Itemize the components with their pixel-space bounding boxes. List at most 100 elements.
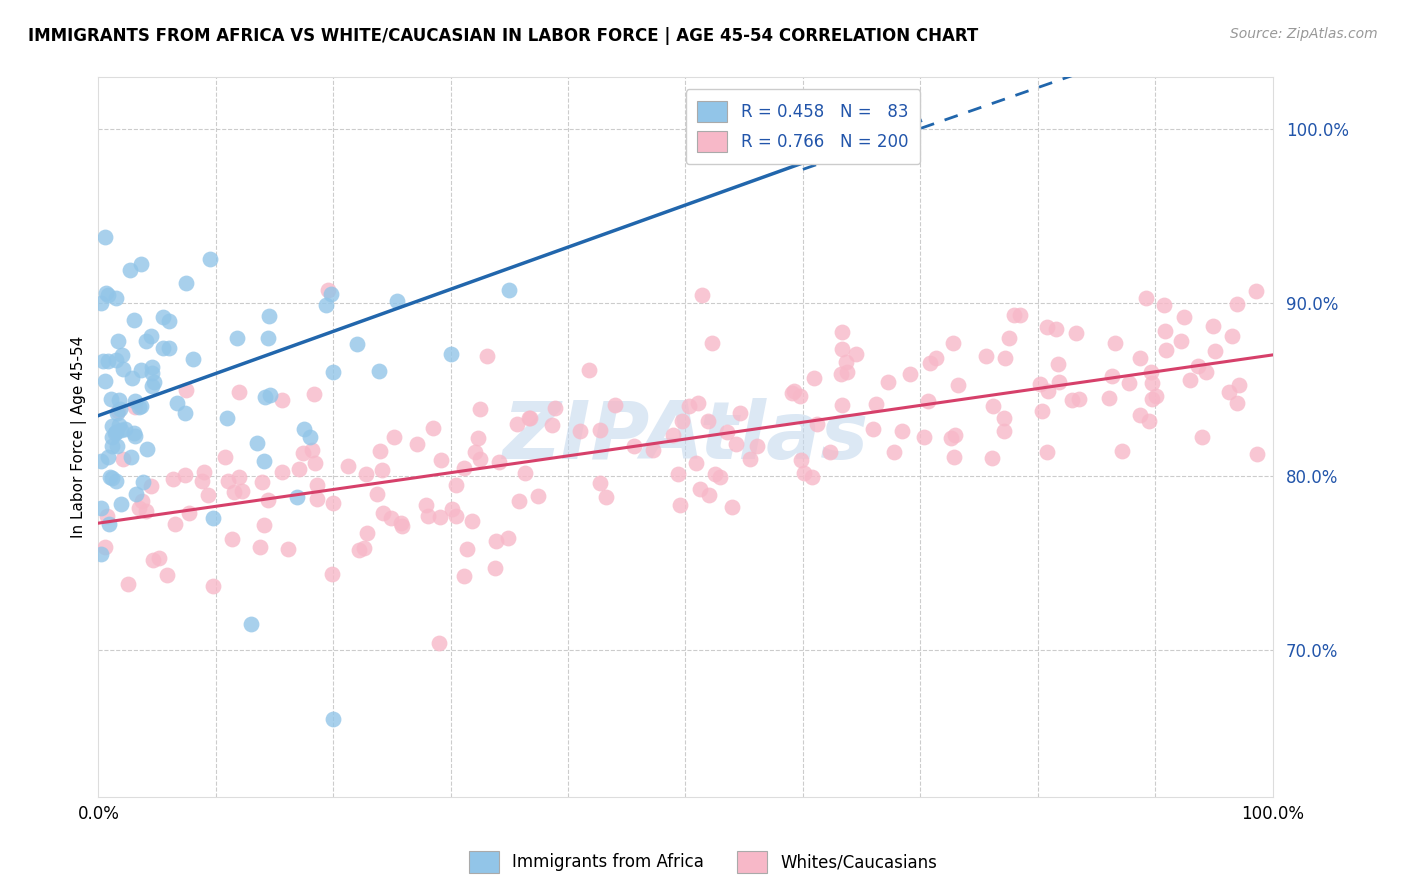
Text: IMMIGRANTS FROM AFRICA VS WHITE/CAUCASIAN IN LABOR FORCE | AGE 45-54 CORRELATION: IMMIGRANTS FROM AFRICA VS WHITE/CAUCASIA… <box>28 27 979 45</box>
Point <box>912 430 935 444</box>
Point <box>834 355 856 369</box>
Point <box>1098 392 1121 406</box>
Point <box>157 313 180 327</box>
Point <box>141 379 163 393</box>
Point <box>176 276 198 290</box>
Point <box>321 566 343 581</box>
Point <box>456 542 478 557</box>
Point <box>697 488 720 502</box>
Point <box>354 467 377 482</box>
Point <box>974 349 997 363</box>
Point <box>253 517 276 532</box>
Point <box>270 465 292 479</box>
Point <box>890 424 912 438</box>
Point <box>1154 325 1177 339</box>
Point <box>98 517 121 532</box>
Point <box>1045 322 1067 336</box>
Point <box>197 488 219 502</box>
Point <box>101 430 124 444</box>
Point <box>96 509 118 524</box>
Point <box>141 366 163 380</box>
Point <box>110 497 132 511</box>
Point <box>114 422 136 436</box>
Point <box>193 466 215 480</box>
Point <box>453 460 475 475</box>
Point <box>780 385 803 400</box>
Point <box>231 484 253 499</box>
Point <box>997 331 1019 345</box>
Point <box>506 417 529 431</box>
Point <box>1060 393 1083 408</box>
Point <box>301 442 323 457</box>
Point <box>292 422 315 436</box>
Point <box>117 577 139 591</box>
Point <box>107 439 129 453</box>
Point <box>1137 414 1160 428</box>
Point <box>993 424 1015 438</box>
Point <box>1226 395 1249 409</box>
Point <box>519 411 541 425</box>
Point <box>135 504 157 518</box>
Point <box>94 540 117 554</box>
Point <box>1101 368 1123 383</box>
Point <box>356 525 378 540</box>
Point <box>1187 359 1209 374</box>
Point <box>285 490 308 504</box>
Point <box>994 351 1017 365</box>
Point <box>1035 319 1057 334</box>
Point <box>724 437 747 451</box>
Point <box>541 418 564 433</box>
Point <box>277 542 299 557</box>
Point <box>444 477 467 491</box>
Point <box>747 439 769 453</box>
Point <box>943 450 966 464</box>
Point <box>406 436 429 450</box>
Point <box>703 467 725 481</box>
Point <box>367 363 389 377</box>
Point <box>1118 376 1140 391</box>
Point <box>215 410 238 425</box>
Point <box>1201 319 1223 334</box>
Point <box>201 510 224 524</box>
Point <box>470 451 492 466</box>
Point <box>191 475 214 489</box>
Point <box>124 401 146 415</box>
Point <box>475 349 498 363</box>
Point <box>129 399 152 413</box>
Point <box>789 389 811 403</box>
Point <box>94 230 117 244</box>
Point <box>444 508 467 523</box>
Point <box>371 506 394 520</box>
Point <box>142 375 165 389</box>
Point <box>1246 447 1268 461</box>
Point <box>1170 334 1192 349</box>
Point <box>830 368 852 382</box>
Point <box>125 487 148 501</box>
Legend: R = 0.458   N =   83, R = 0.766   N = 200: R = 0.458 N = 83, R = 0.766 N = 200 <box>686 89 920 164</box>
Point <box>666 467 689 481</box>
Point <box>1046 357 1069 371</box>
Point <box>387 294 409 309</box>
Point <box>1153 297 1175 311</box>
Point <box>270 392 292 407</box>
Point <box>806 417 828 432</box>
Point <box>1135 291 1157 305</box>
Point <box>155 568 177 582</box>
Point <box>111 348 134 362</box>
Point <box>322 365 344 379</box>
Point <box>108 401 131 416</box>
Point <box>669 498 692 512</box>
Point <box>1031 404 1053 418</box>
Point <box>257 331 280 345</box>
Point <box>105 425 128 439</box>
Point <box>202 578 225 592</box>
Point <box>485 534 508 549</box>
Point <box>162 473 184 487</box>
Point <box>101 418 124 433</box>
Point <box>336 458 359 473</box>
Point <box>527 489 550 503</box>
Point <box>1178 373 1201 387</box>
Point <box>124 429 146 443</box>
Point <box>157 341 180 355</box>
Point <box>298 430 321 444</box>
